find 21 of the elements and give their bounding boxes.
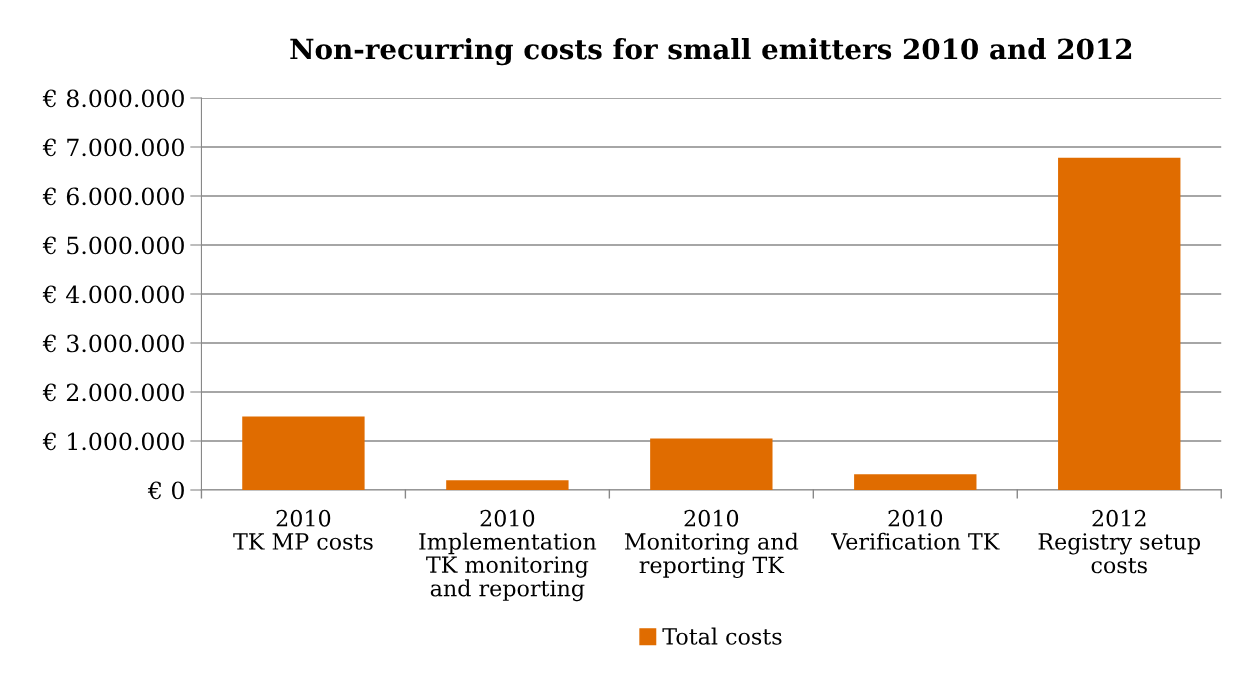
bar — [854, 474, 977, 490]
y-tick-label: € 3.000.000 — [42, 334, 184, 353]
x-tick-label: 2010 Verification TK — [831, 509, 1000, 550]
bar — [650, 438, 773, 490]
y-tick-label: € 7.000.000 — [42, 138, 184, 157]
y-tick-label: € 6.000.000 — [42, 187, 184, 206]
y-tick-label: € 2.000.000 — [42, 383, 184, 402]
bar — [242, 416, 365, 490]
bar — [446, 480, 569, 490]
y-tick-label: € 5.000.000 — [42, 236, 184, 255]
x-tick-label: 2012 Registry setup costs — [1038, 509, 1201, 574]
x-tick-label: 2010 Monitoring and reporting TK — [624, 509, 799, 578]
bar — [1058, 157, 1181, 490]
x-tick-label: 2010 Implementation TK monitoring and reporting — [419, 509, 597, 602]
y-tick-label: € 4.000.000 — [42, 285, 184, 304]
x-tick-label: 2010 TK MP costs — [233, 509, 373, 550]
y-tick-label: € 8.000.000 — [42, 89, 184, 108]
legend-label: Total costs — [662, 627, 782, 645]
y-tick-label: € 1.000.000 — [42, 432, 184, 451]
chart-title: Non-recurring costs for small emitters 2010 and 2012 — [290, 38, 1132, 66]
y-tick-label: € 0 — [147, 481, 184, 500]
